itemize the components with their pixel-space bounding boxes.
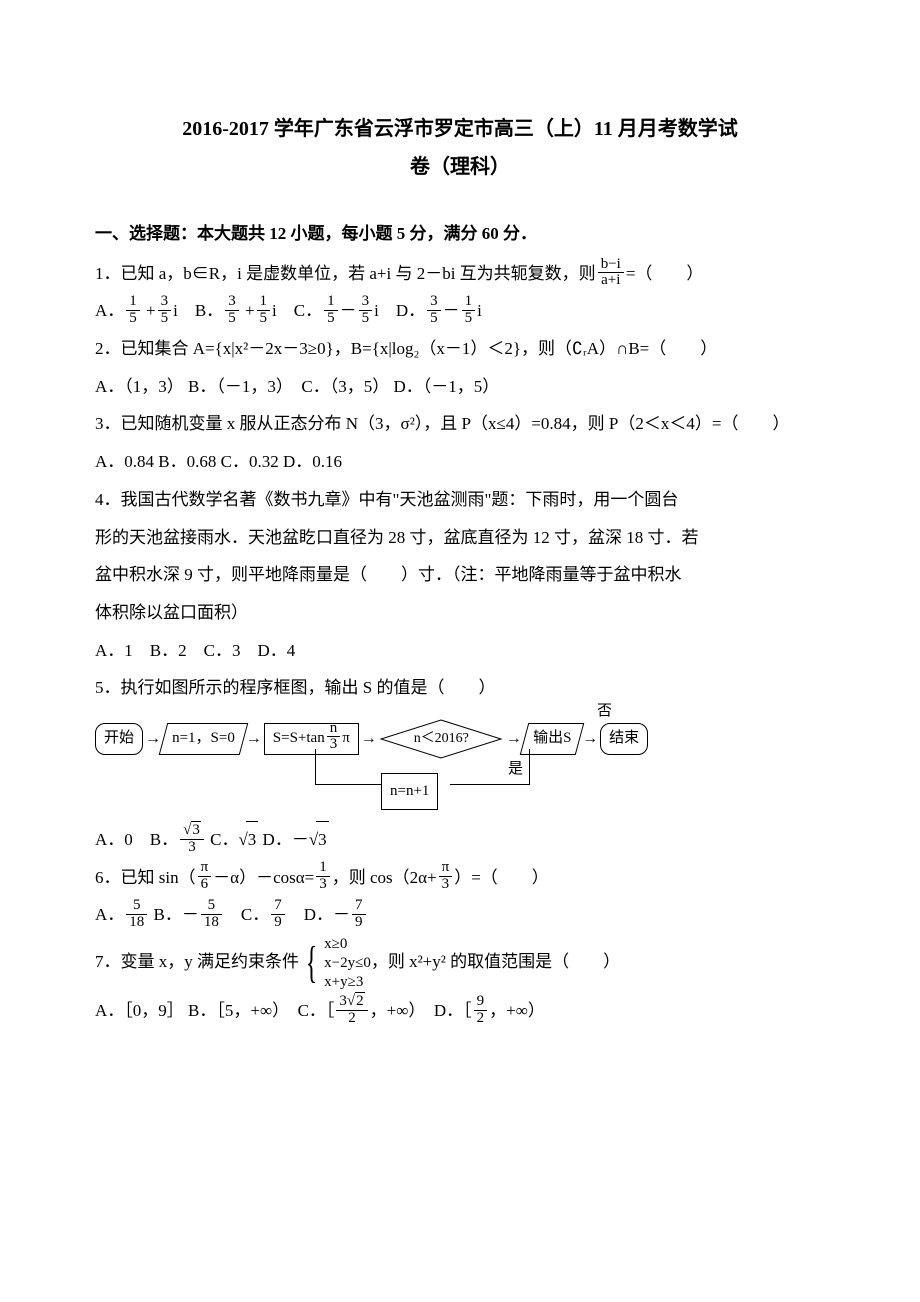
question-5: 5．执行如图所示的程序框图，输出 S 的值是（ ） xyxy=(95,670,825,706)
flow-no-label: 否 xyxy=(597,696,612,728)
arrow-icon: → xyxy=(582,722,598,756)
arrow-icon: → xyxy=(506,722,522,756)
constraint-system: x≥0x−2y≤0x+y≥3 xyxy=(324,935,371,991)
flowchart: 开始 → n=1，S=0 → S=S+tann3π → n＜2016? → 输出… xyxy=(95,718,825,760)
question-6: 6．已知 sin（π6－α）－cosα=13，则 cos（2α+π3）=（ ） xyxy=(95,860,825,896)
question-5-options: A．0 B．√33 C．√3 D．－√3 xyxy=(95,821,825,858)
question-3-options: A．0.84 B．0.68 C．0.32 D．0.16 xyxy=(95,444,825,480)
question-3: 3．已知随机变量 x 服从正态分布 N（3，σ²），且 P（x≤4）=0.84，… xyxy=(95,406,825,442)
question-7: 7．变量 x，y 满足约束条件{x≥0x−2y≤0x+y≥3，则 x²+y² 的… xyxy=(95,935,825,991)
question-1-options: A．15 +35i B．35 +15i C．15－35i D．35－15i xyxy=(95,293,825,329)
arrow-icon: → xyxy=(246,722,262,756)
question-2-options: A．（1，3） B．（－1，3） C．（3，5） D．（－1，5） xyxy=(95,369,825,405)
flow-step: S=S+tann3π xyxy=(264,723,359,755)
fraction: b−ia+i xyxy=(598,257,624,290)
question-4-l3: 盆中积水深 9 寸，则平地降雨量是（ ）寸．（注：平地降雨量等于盆中积水 xyxy=(95,557,825,593)
flow-start: 开始 xyxy=(95,723,143,755)
question-4-l1: 4．我国古代数学名著《数书九章》中有"天池盆测雨"题：下雨时，用一个圆台 xyxy=(95,482,825,518)
brace-icon: { xyxy=(306,943,318,983)
flow-init: n=1，S=0 xyxy=(159,723,248,755)
flow-yes-label: 是 xyxy=(508,754,523,786)
question-4-options: A．1 B．2 C．3 D．4 xyxy=(95,633,825,669)
title-line1: 2016-2017 学年广东省云浮市罗定市高三（上）11 月月考数学试 xyxy=(182,118,738,140)
question-7-options: A．［0，9］ B．［5，+∞） C．［3√22，+∞） D．［92，+∞） xyxy=(95,993,825,1029)
section-header: 一、选择题：本大题共 12 小题，每小题 5 分，满分 60 分． xyxy=(95,216,825,252)
flow-increment: n=n+1 xyxy=(381,773,438,811)
question-4-l2: 形的天池盆接雨水．天池盆盵口直径为 28 寸，盆底直径为 12 寸，盆深 18 … xyxy=(95,520,825,556)
question-4-l4: 体积除以盆口面积） xyxy=(95,595,825,631)
page-title: 2016-2017 学年广东省云浮市罗定市高三（上）11 月月考数学试 卷（理科… xyxy=(95,110,825,186)
question-1: 1．已知 a，b∈R，i 是虚数单位，若 a+i 与 2－bi 互为共轭复数，则… xyxy=(95,256,825,292)
title-line2: 卷（理科） xyxy=(410,156,510,178)
arrow-icon: → xyxy=(361,722,377,756)
question-6-options: A．518 B．－518 C．79 D．－79 xyxy=(95,897,825,933)
question-2: 2．已知集合 A={x|x²－2x－3≥0}，B={x|log₂（x－1）＜2}… xyxy=(95,331,825,367)
flow-end: 结束 xyxy=(600,723,648,755)
flow-decision: n＜2016? xyxy=(379,718,504,760)
